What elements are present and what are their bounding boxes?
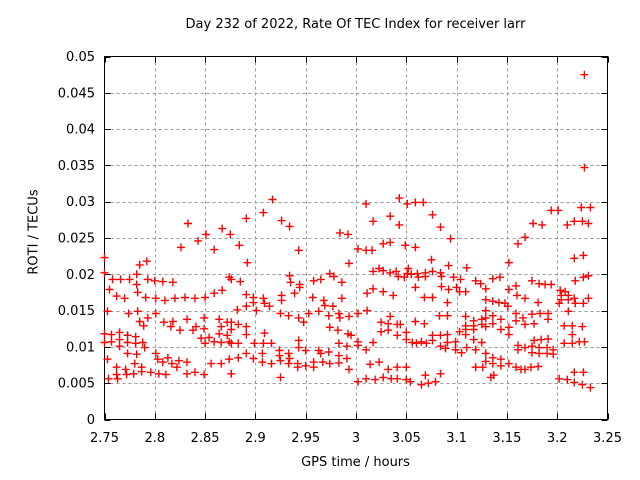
y-tick-label: 0.035 [58, 159, 95, 174]
gridlines [104, 56, 608, 420]
y-tick-label: 0 [87, 413, 95, 428]
x-tick-label: 2.95 [291, 431, 320, 446]
x-tick-label: 3.15 [492, 431, 521, 446]
y-tick-label: 0.02 [66, 268, 95, 283]
x-tick-label: 3.05 [392, 431, 421, 446]
y-tick-label: 0.005 [58, 377, 95, 392]
y-tick-label: 0.01 [66, 340, 95, 355]
y-axis-label: ROTI / TECUs [26, 189, 42, 275]
y-tick-label: 0.015 [58, 304, 95, 319]
chart-title: Day 232 of 2022, Rate Of TEC Index for r… [185, 17, 526, 32]
x-tick-label: 3.1 [446, 431, 467, 446]
x-tick-label: 2.9 [245, 431, 266, 446]
y-tick-labels: 0 0.005 0.01 0.015 0.02 0.025 0.03 0.035 0.04 0.0… [58, 50, 95, 428]
x-tick-labels: 2.75 2.8 2.85 2.9 2.95 3 3.05 3.1 3.15 3.2 3.25 [90, 431, 622, 446]
x-axis-label: GPS time / hours [301, 455, 410, 470]
y-tick-label: 0.04 [66, 123, 95, 138]
y-tick-label: 0.05 [66, 50, 95, 65]
x-tick-label: 2.75 [90, 431, 119, 446]
x-tick-label: 2.8 [144, 431, 165, 446]
x-tick-label: 3.25 [593, 431, 622, 446]
y-tick-label: 0.03 [66, 195, 95, 210]
data-point-markers [100, 70, 595, 392]
x-tick-label: 3 [352, 431, 360, 446]
y-tick-label: 0.045 [58, 86, 95, 101]
y-tick-label: 0.025 [58, 232, 95, 247]
x-tick-label: 2.85 [191, 431, 220, 446]
x-tick-label: 3.2 [547, 431, 568, 446]
